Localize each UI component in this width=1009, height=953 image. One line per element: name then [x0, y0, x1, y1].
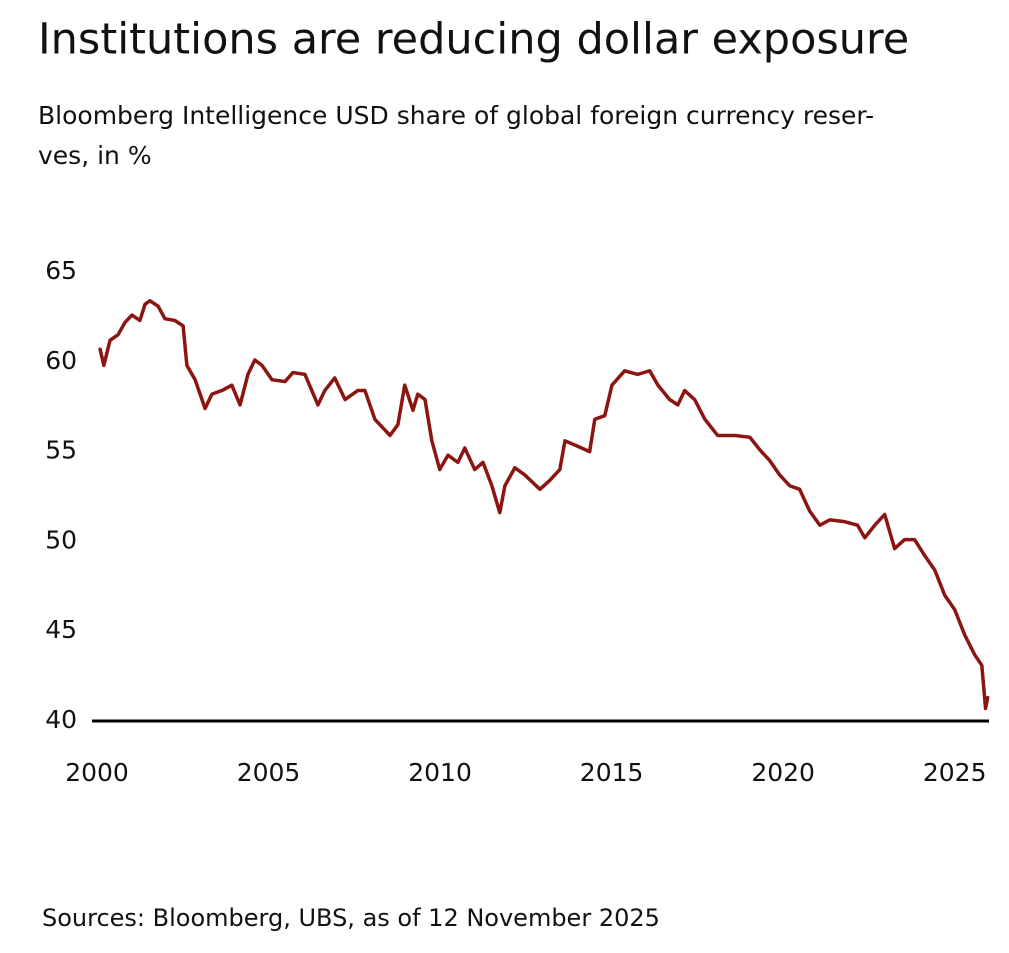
- chart-title: Institutions are reducing dollar exposur…: [38, 15, 909, 65]
- y-tick-label: 65: [45, 256, 77, 285]
- x-tick-label: 2000: [65, 758, 129, 787]
- y-tick-label: 50: [45, 525, 77, 554]
- x-tick-label: 2020: [751, 758, 815, 787]
- y-tick-label: 45: [45, 615, 77, 644]
- x-tick-label: 2015: [580, 758, 644, 787]
- x-tick-label: 2005: [237, 758, 301, 787]
- source-note: Sources: Bloomberg, UBS, as of 12 Novemb…: [42, 904, 660, 932]
- chart-subtitle: ves, in %: [38, 141, 152, 170]
- x-tick-label: 2025: [923, 758, 987, 787]
- y-tick-label: 55: [45, 436, 77, 465]
- data-line: [98, 298, 990, 711]
- chart-subtitle: Bloomberg Intelligence USD share of glob…: [38, 101, 874, 130]
- y-tick-label: 40: [45, 705, 77, 734]
- x-tick-label: 2010: [408, 758, 472, 787]
- y-tick-label: 60: [45, 346, 77, 375]
